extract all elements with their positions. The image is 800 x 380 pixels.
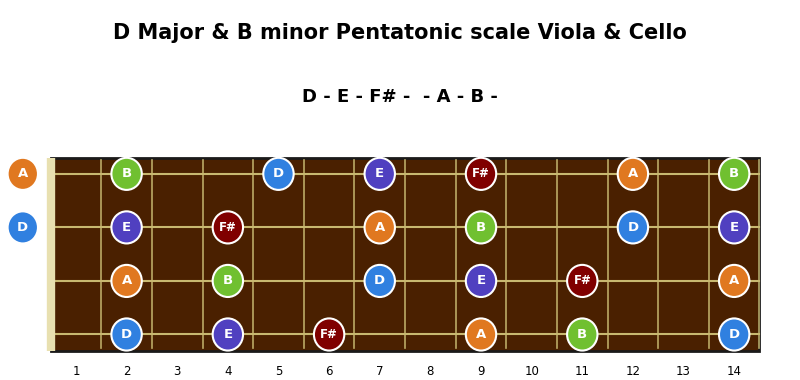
Text: D: D	[121, 328, 132, 341]
Circle shape	[213, 211, 243, 244]
Circle shape	[719, 318, 750, 350]
Circle shape	[466, 318, 496, 350]
Circle shape	[618, 211, 648, 244]
Text: 4: 4	[224, 366, 231, 378]
Text: 11: 11	[574, 366, 590, 378]
Circle shape	[111, 318, 142, 350]
Circle shape	[466, 158, 496, 190]
Text: 13: 13	[676, 366, 691, 378]
Text: B: B	[476, 221, 486, 234]
Text: F#: F#	[574, 274, 591, 287]
Text: 2: 2	[123, 366, 130, 378]
Text: 1: 1	[72, 366, 80, 378]
Text: A: A	[729, 274, 739, 287]
Text: E: E	[730, 221, 738, 234]
Text: B: B	[729, 167, 739, 180]
Text: D - E - F# -  - A - B -: D - E - F# - - A - B -	[302, 88, 498, 106]
Text: E: E	[375, 167, 384, 180]
Circle shape	[263, 158, 294, 190]
Text: B: B	[222, 274, 233, 287]
Circle shape	[111, 211, 142, 244]
Circle shape	[365, 211, 395, 244]
Text: A: A	[476, 328, 486, 341]
Circle shape	[213, 318, 243, 350]
Circle shape	[618, 158, 648, 190]
Text: 10: 10	[524, 366, 539, 378]
Text: D Major & B minor Pentatonic scale Viola & Cello: D Major & B minor Pentatonic scale Viola…	[113, 23, 687, 43]
Text: 7: 7	[376, 366, 383, 378]
Circle shape	[213, 265, 243, 297]
Text: 5: 5	[274, 366, 282, 378]
Text: 6: 6	[326, 366, 333, 378]
Circle shape	[719, 158, 750, 190]
Text: 12: 12	[626, 366, 641, 378]
Text: E: E	[223, 328, 233, 341]
Circle shape	[466, 211, 496, 244]
Circle shape	[365, 265, 395, 297]
Text: F#: F#	[219, 221, 237, 234]
Text: E: E	[477, 274, 486, 287]
Text: 9: 9	[478, 366, 485, 378]
Text: A: A	[628, 167, 638, 180]
Text: D: D	[729, 328, 740, 341]
Circle shape	[719, 265, 750, 297]
Text: D: D	[374, 274, 386, 287]
Circle shape	[365, 158, 395, 190]
Circle shape	[111, 158, 142, 190]
Text: D: D	[627, 221, 638, 234]
Circle shape	[466, 265, 496, 297]
Circle shape	[7, 211, 38, 244]
Text: F#: F#	[472, 167, 490, 180]
Circle shape	[719, 211, 750, 244]
Text: D: D	[273, 167, 284, 180]
Text: B: B	[122, 167, 132, 180]
Text: 14: 14	[726, 366, 742, 378]
Text: F#: F#	[320, 328, 338, 341]
Circle shape	[567, 318, 598, 350]
Text: A: A	[122, 274, 132, 287]
Text: A: A	[374, 221, 385, 234]
Text: 3: 3	[174, 366, 181, 378]
Text: A: A	[18, 167, 28, 180]
Text: B: B	[578, 328, 587, 341]
Text: 8: 8	[426, 366, 434, 378]
Text: D: D	[18, 221, 28, 234]
Circle shape	[314, 318, 344, 350]
Text: E: E	[122, 221, 131, 234]
FancyBboxPatch shape	[50, 158, 759, 350]
Circle shape	[567, 265, 598, 297]
Circle shape	[7, 158, 38, 190]
Circle shape	[111, 265, 142, 297]
